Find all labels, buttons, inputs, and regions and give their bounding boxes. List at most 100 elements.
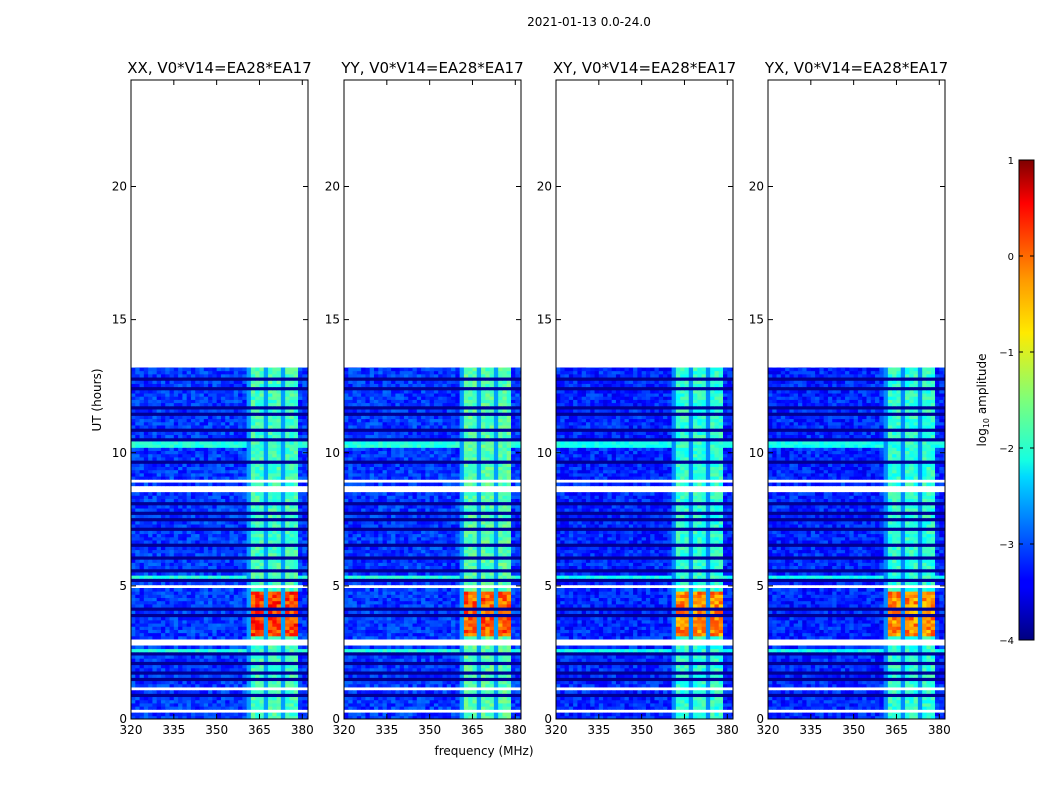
heatmap-cell bbox=[152, 428, 158, 432]
heatmap-cell bbox=[160, 632, 166, 637]
heatmap-cell bbox=[190, 476, 196, 480]
heatmap-cell bbox=[250, 693, 256, 698]
heatmap-cell bbox=[195, 504, 200, 509]
heatmap-cell bbox=[143, 629, 149, 634]
heatmap-cell bbox=[152, 693, 158, 698]
heatmap-cell bbox=[143, 677, 149, 682]
heatmap-cell bbox=[476, 703, 482, 707]
heatmap-cell bbox=[493, 706, 499, 710]
heatmap-cell bbox=[263, 457, 269, 461]
heatmap-cell bbox=[135, 492, 140, 496]
heatmap-cell bbox=[272, 425, 277, 429]
heatmap-cell bbox=[156, 377, 162, 381]
heatmap-cell bbox=[212, 552, 218, 557]
heatmap-cell bbox=[208, 533, 213, 538]
heatmap-cell bbox=[302, 396, 307, 400]
heatmap-cell bbox=[169, 402, 175, 407]
heatmap-cell bbox=[186, 396, 192, 400]
heatmap-cell bbox=[225, 527, 230, 531]
heatmap-cell bbox=[220, 613, 226, 618]
heatmap-cell bbox=[195, 588, 200, 592]
heatmap-cell bbox=[238, 469, 243, 474]
heatmap-cell bbox=[433, 683, 439, 688]
heatmap-cell bbox=[229, 482, 235, 487]
heatmap-cell bbox=[195, 635, 200, 640]
heatmap-cell bbox=[276, 693, 282, 698]
heatmap-cell bbox=[361, 712, 366, 717]
heatmap-cell bbox=[506, 696, 512, 701]
heatmap-cell bbox=[152, 457, 158, 461]
heatmap-cell bbox=[306, 552, 309, 557]
heatmap-cell bbox=[165, 664, 170, 669]
heatmap-cell bbox=[293, 425, 299, 429]
heatmap-cell bbox=[203, 380, 209, 384]
heatmap-cell bbox=[178, 629, 183, 634]
heatmap-cell bbox=[160, 437, 166, 442]
heatmap-cell bbox=[412, 674, 418, 678]
heatmap-cell bbox=[173, 546, 179, 551]
heatmap-cell bbox=[476, 696, 482, 701]
heatmap-cell bbox=[173, 421, 179, 426]
heatmap-cell bbox=[143, 619, 149, 624]
heatmap-cell bbox=[246, 441, 252, 445]
heatmap-cell bbox=[272, 690, 277, 694]
heatmap-cell bbox=[169, 565, 175, 570]
heatmap-cell bbox=[216, 693, 222, 698]
heatmap-cell bbox=[515, 677, 520, 682]
heatmap-cell bbox=[216, 495, 222, 499]
heatmap-cell bbox=[352, 699, 358, 704]
heatmap-cell bbox=[250, 591, 256, 595]
heatmap-cell bbox=[152, 578, 158, 583]
heatmap-cell bbox=[208, 610, 213, 614]
heatmap-cell bbox=[293, 623, 299, 627]
heatmap-cell bbox=[212, 664, 218, 669]
heatmap-cell bbox=[216, 572, 222, 576]
heatmap-cell bbox=[382, 677, 388, 682]
heatmap-cell bbox=[489, 715, 495, 720]
heatmap-cell bbox=[148, 511, 153, 515]
heatmap-cell bbox=[156, 383, 162, 388]
heatmap-cell bbox=[289, 667, 295, 672]
heatmap-cell bbox=[199, 629, 205, 634]
heatmap-cell bbox=[302, 597, 307, 602]
heatmap-cell bbox=[238, 661, 243, 666]
heatmap-cell bbox=[182, 613, 188, 618]
heatmap-cell bbox=[165, 530, 170, 535]
heatmap-cell bbox=[208, 434, 213, 439]
heatmap-cell bbox=[446, 715, 452, 720]
heatmap-cell bbox=[208, 495, 213, 499]
heatmap-cell bbox=[195, 405, 200, 410]
heatmap-cell bbox=[348, 703, 353, 707]
heatmap-cell bbox=[399, 667, 405, 672]
heatmap-cell bbox=[425, 693, 431, 698]
heatmap-cell bbox=[250, 706, 256, 710]
heatmap-cell bbox=[199, 508, 205, 512]
heatmap-cell bbox=[131, 588, 136, 592]
heatmap-cell bbox=[306, 520, 309, 525]
heatmap-cell bbox=[344, 683, 349, 688]
heatmap-cell bbox=[429, 677, 435, 682]
heatmap-cell bbox=[298, 667, 303, 672]
heatmap-cell bbox=[280, 389, 286, 394]
heatmap-cell bbox=[173, 680, 179, 685]
heatmap-cell bbox=[408, 712, 413, 717]
heatmap-cell bbox=[268, 517, 273, 522]
heatmap-cell bbox=[263, 482, 269, 487]
heatmap-cell bbox=[156, 409, 162, 413]
heatmap-cell bbox=[135, 437, 140, 442]
heatmap-cell bbox=[208, 712, 213, 717]
heatmap-cell bbox=[203, 402, 209, 407]
heatmap-cell bbox=[416, 690, 422, 694]
heatmap-cell bbox=[229, 629, 235, 634]
heatmap-cell bbox=[250, 645, 256, 650]
heatmap-cell bbox=[250, 373, 256, 378]
heatmap-cell bbox=[131, 562, 136, 567]
heatmap-cell bbox=[268, 508, 273, 512]
heatmap-cell bbox=[233, 370, 239, 375]
heatmap-cell bbox=[212, 594, 218, 598]
heatmap-cell bbox=[160, 706, 166, 710]
heatmap-cell bbox=[246, 380, 252, 384]
heatmap-cell bbox=[233, 472, 239, 477]
heatmap-cell bbox=[212, 572, 218, 576]
heatmap-cell bbox=[259, 658, 265, 662]
